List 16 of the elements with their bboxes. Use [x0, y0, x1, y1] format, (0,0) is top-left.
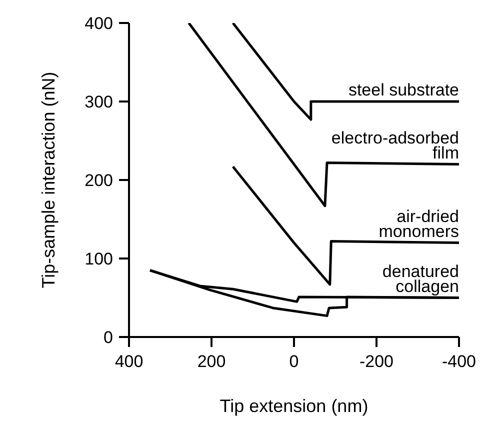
x-tick-label: 400 [114, 352, 144, 372]
y-tick-label: 200 [84, 171, 113, 190]
x-tick-label: -400 [442, 352, 476, 372]
y-tick-label: 100 [84, 250, 113, 269]
x-axis-title: Tip extension (nm) [220, 396, 368, 416]
series-label: electro-adsorbed film [331, 128, 459, 162]
y-tick-label: 300 [84, 92, 113, 112]
series-label: steel substrate [348, 80, 459, 100]
x-tick-label: 200 [197, 352, 226, 372]
y-axis-title: Tip-sample interaction (nN) [38, 72, 58, 288]
x-tick-label: 0 [289, 352, 299, 372]
y-tick-label: 400 [84, 14, 113, 34]
y-tick-label: 0 [104, 328, 113, 348]
series-label: denatured collagen [382, 262, 459, 296]
x-tick-label: -200 [359, 352, 394, 372]
series-label: air-dried monomers [378, 206, 459, 241]
